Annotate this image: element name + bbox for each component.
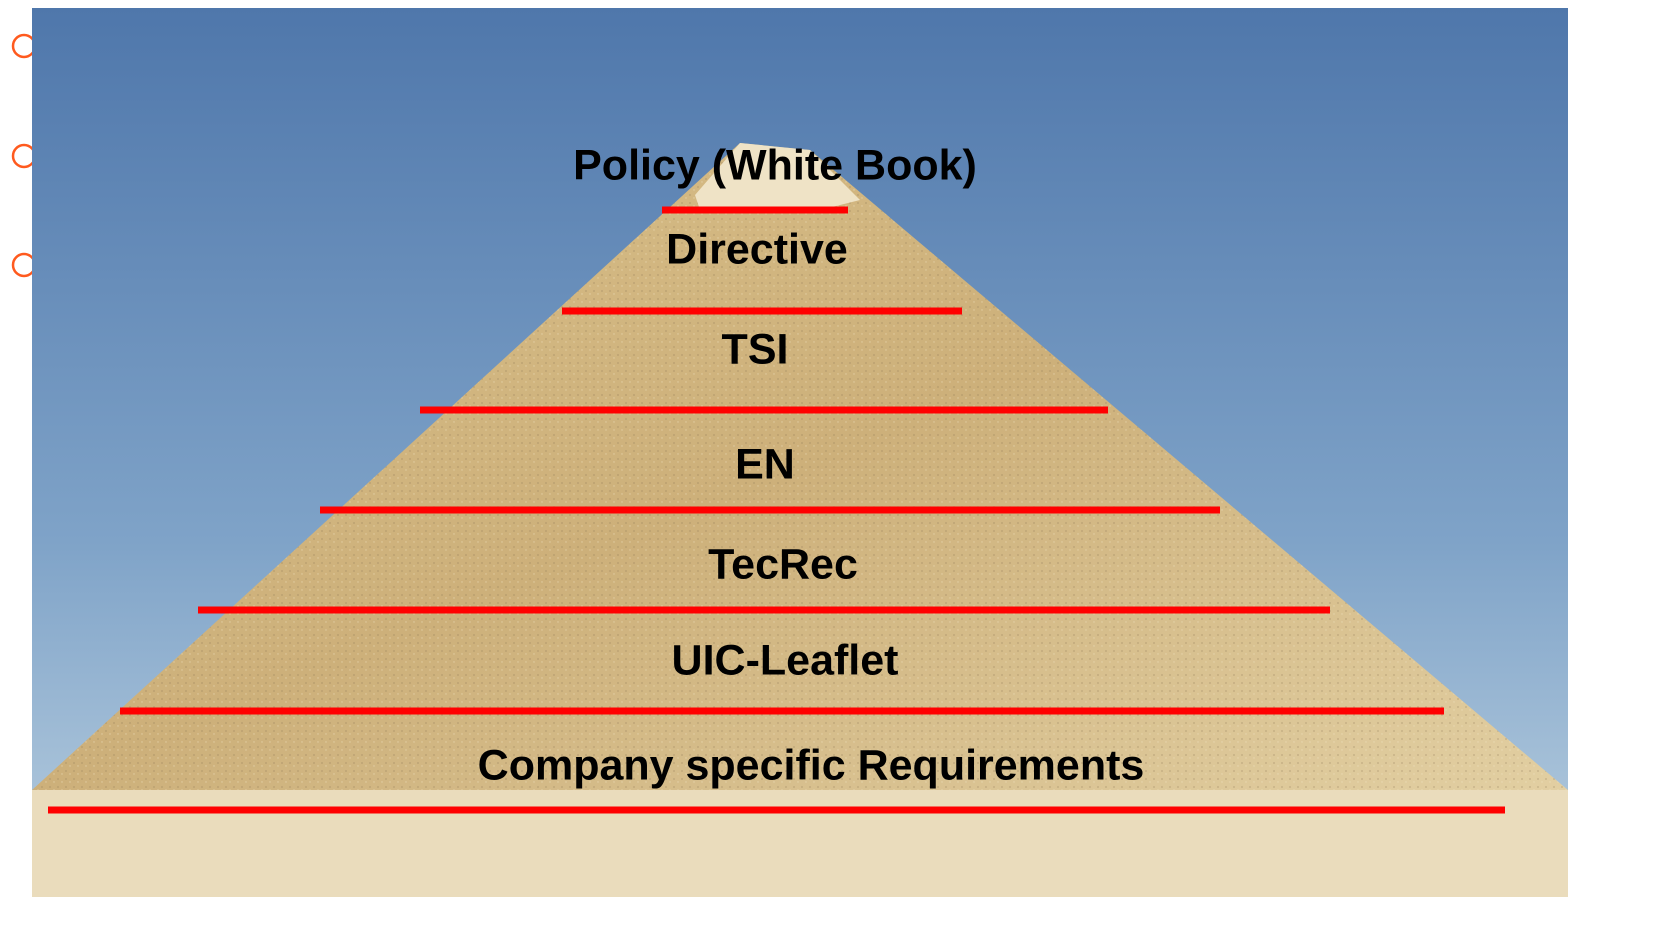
level-label: Directive — [666, 225, 848, 273]
level-label: UIC-Leaflet — [672, 636, 899, 684]
level-label: Policy (White Book) — [573, 141, 977, 189]
level-label: TecRec — [708, 540, 858, 588]
level-label: EN — [735, 440, 795, 488]
bullet — [13, 254, 35, 276]
level-label: Company specific Requirements — [478, 741, 1145, 789]
bullet — [13, 145, 35, 167]
bullet — [13, 35, 35, 57]
level-label: TSI — [722, 325, 789, 373]
bullets — [13, 35, 35, 276]
slide: Policy (White Book) Directive TSI EN Tec… — [0, 0, 1658, 949]
sand — [32, 790, 1568, 897]
